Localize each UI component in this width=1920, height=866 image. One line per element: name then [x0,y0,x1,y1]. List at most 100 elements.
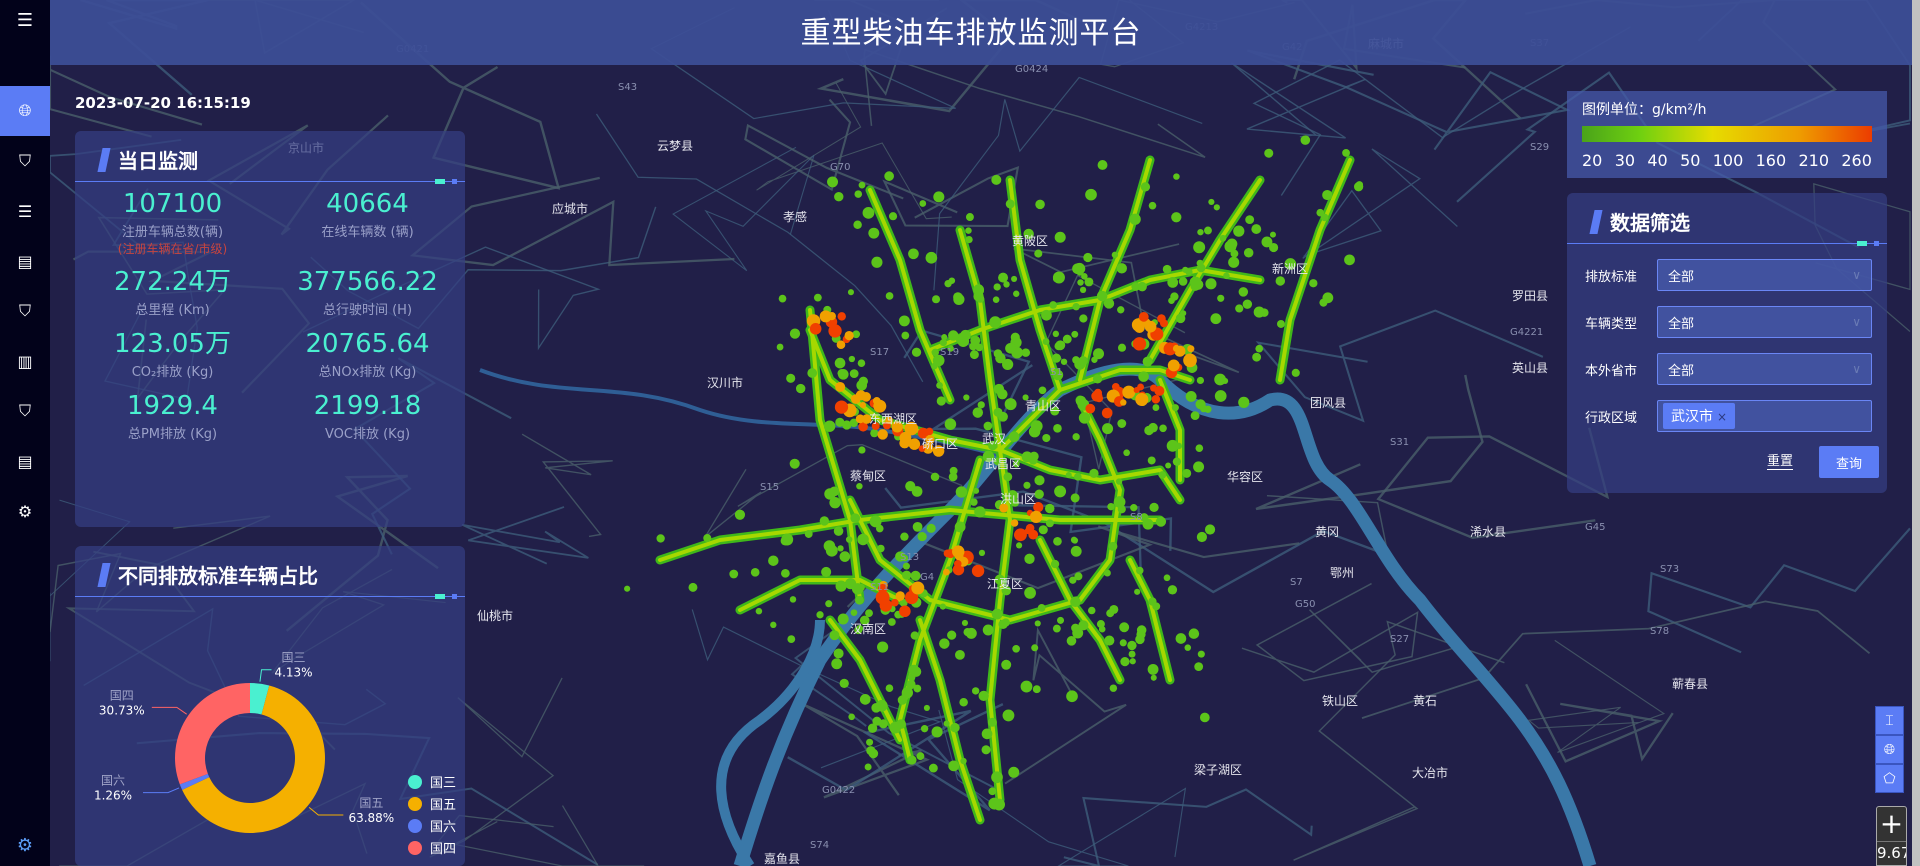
sidebar: ☰ 🌐︎ ⛉ ☰ ▤ ⛉ ▥ ⛉ ▤ ⚙ ⚙ [0,0,50,866]
filter-label: 车辆类型 [1585,316,1638,332]
vehicle-type-select[interactable]: 全部 ∨ [1657,306,1872,338]
list-icon: ☰ [17,201,33,221]
road-label: G4 [920,572,934,583]
bar-chart-icon: ▥ [17,351,33,371]
stat-value: 1929.4 [127,391,218,421]
height-icon[interactable]: ⌶ [1875,706,1904,735]
place-label: 英山县 [1512,361,1548,375]
sidebar-item-6[interactable]: ⛉ [0,386,50,436]
label-line [259,669,272,682]
stat-value: 2199.18 [313,391,422,421]
legend-swatch [408,797,422,811]
place-label: 黄陂区 [1012,233,1048,248]
place-label: 硚口区 [922,437,958,451]
legend-tick: 210 [1798,151,1830,170]
place-label: 汉川市 [707,375,743,390]
road-label: S15 [760,482,779,493]
label-line [151,706,187,715]
local-province-select[interactable]: 全部 ∨ [1657,353,1872,385]
region-select[interactable]: 武汉市 × [1657,400,1872,432]
sidebar-item-map[interactable]: 🌐︎ [0,86,50,136]
settings-gear-icon[interactable]: ⚙ [16,835,34,856]
sidebar-item-7[interactable]: ▤ [0,436,50,486]
slice-percent: 4.13% [274,666,312,680]
panel-title: 数据筛选 [1589,207,1690,236]
sidebar-item-1[interactable]: ⛉ [0,136,50,186]
chevron-down-icon: ∨ [1852,315,1861,329]
place-label: 鄂州 [1330,566,1354,580]
sidebar-item-4[interactable]: ⛉ [0,286,50,336]
place-label: 浠水县 [1470,525,1506,539]
road-label: S27 [1390,634,1409,645]
road-label: S1 [1050,367,1063,378]
place-label: 罗田县 [1512,289,1548,303]
close-icon[interactable]: × [1717,410,1728,424]
place-label: 汉南区 [850,621,886,636]
slice-name: 国四 [110,688,134,702]
shield-search-icon: ⛉ [18,401,31,420]
stat-label: 注册车辆总数(辆) [121,225,224,240]
place-label: 蔡甸区 [850,469,886,483]
zoom-in-button[interactable]: + [1877,807,1906,842]
stat-item: 377566.22 总行驶时间 (H) [270,267,465,318]
legend-label[interactable]: 国五 [430,798,456,813]
road-label: S74 [810,840,829,851]
layers-icon[interactable]: ⬠ [1875,764,1904,793]
stat-item: 107100 注册车辆总数(辆) (注册车辆在省/市级) [75,189,270,257]
reset-button[interactable]: 重置 [1767,454,1794,469]
filter-label: 本外省市 [1585,363,1638,379]
place-label: 孝感 [783,209,807,224]
emission-standard-panel: 不同排放标准车辆占比 国三 4.13% 国五 63.88% 国六 1.26% 国四 30.73… [75,546,465,866]
legend-label[interactable]: 国四 [430,842,456,857]
legend-tick: 160 [1755,151,1787,170]
legend-tick: 50 [1680,151,1701,170]
donut-slice[interactable] [182,685,325,833]
ratio-title: 不同排放标准车辆占比 [118,564,318,588]
sidebar-item-3[interactable]: ▤ [0,236,50,286]
sidebar-item-2[interactable]: ☰ [0,186,50,236]
stat-value: 107100 [122,189,223,219]
place-label: 铁山区 [1322,694,1358,708]
current-datetime: 2023-07-20 16:15:19 [75,94,251,112]
legend-tick: 100 [1712,151,1744,170]
donut-slice[interactable] [175,683,250,785]
emission-standard-select[interactable]: 全部 ∨ [1657,259,1872,291]
panel-title: 当日监测 [97,145,198,174]
road-label: G0422 [822,785,855,796]
legend-label[interactable]: 国六 [430,820,456,835]
place-label: 洪山区 [1000,492,1036,506]
zoom-level: 9.67 [1877,844,1906,862]
donut-slice[interactable] [250,683,270,715]
legend-tick: 260 [1841,151,1872,170]
river-branch [716,619,825,866]
road-label: S11 [870,582,889,593]
road-label: S17 [870,347,889,358]
legend-label[interactable]: 国三 [430,776,456,791]
stat-item: 40664 在线车辆数 (辆) [270,189,465,240]
sidebar-item-settings[interactable]: ⚙ [0,486,50,536]
globe-icon: 🌐︎ [18,101,32,120]
query-button[interactable]: 查询 [1819,446,1879,478]
place-label: 大冶市 [1412,765,1448,780]
donut-slice[interactable] [179,773,210,790]
legend-tick: 30 [1614,151,1636,170]
heat-legend: 图例单位：g/km²/h 20 30 40 50 100 160 210 260 [1567,91,1887,178]
scrollbar[interactable] [1912,0,1920,866]
slice-name: 国五 [359,796,383,810]
gear-icon: ⚙ [17,501,33,521]
slice-name: 国三 [282,651,306,665]
menu-icon[interactable]: ☰ [16,9,34,31]
stat-note: (注册车辆在省/市级) [117,242,228,256]
daily-title: 当日监测 [118,149,198,173]
daily-monitor-panel: 当日监测 107100 注册车辆总数(辆) (注册车辆在省/市级) 40664 在线车辆… [75,131,465,527]
globe-icon[interactable]: 🌐︎ [1875,735,1904,764]
sidebar-item-5[interactable]: ▥ [0,336,50,386]
page-header: 重型柴油车排放监测平台 [50,0,1912,65]
stat-value: 20765.64 [305,329,430,359]
place-label: 青山区 [1025,399,1061,413]
place-label: 云梦县 [657,139,693,153]
stat-label: CO₂排放 (Kg) [131,365,214,380]
road-label: G70 [830,162,850,173]
place-label: 梁子湖区 [1194,762,1242,777]
